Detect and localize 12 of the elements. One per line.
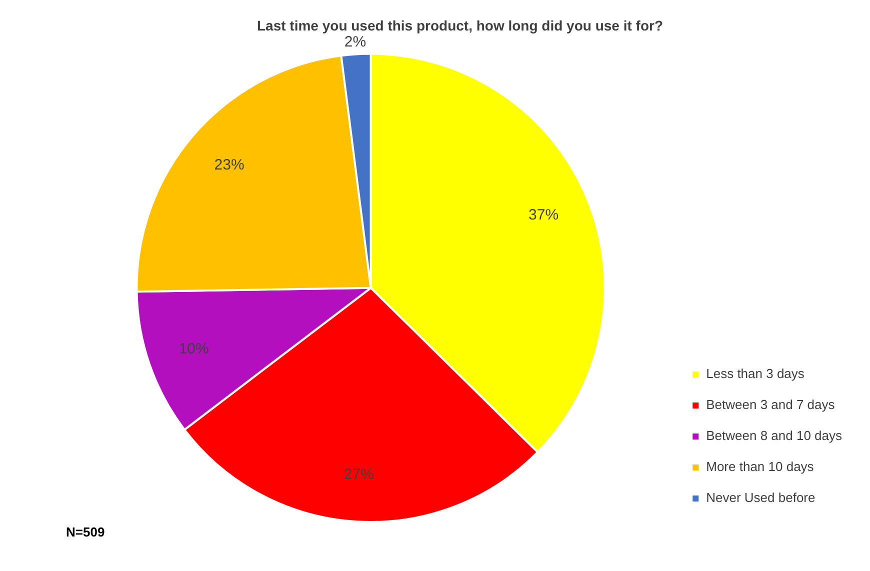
chart-title: Last time you used this product, how long did you use it for? xyxy=(256,17,664,34)
legend-label: More than 10 days xyxy=(706,459,814,474)
data-label: 23% xyxy=(214,156,244,174)
legend-label: Between 8 and 10 days xyxy=(706,428,842,444)
text: N=509 xyxy=(66,524,105,540)
data-label: 10% xyxy=(178,340,209,358)
legend-label: Never Used before xyxy=(706,490,816,506)
legend-label: Between 3 and 7 days xyxy=(706,397,836,412)
data-label: 27% xyxy=(344,466,374,483)
data-label: 2% xyxy=(344,33,366,50)
data-label: 37% xyxy=(528,206,559,224)
legend-label: Less than 3 days xyxy=(706,366,805,382)
